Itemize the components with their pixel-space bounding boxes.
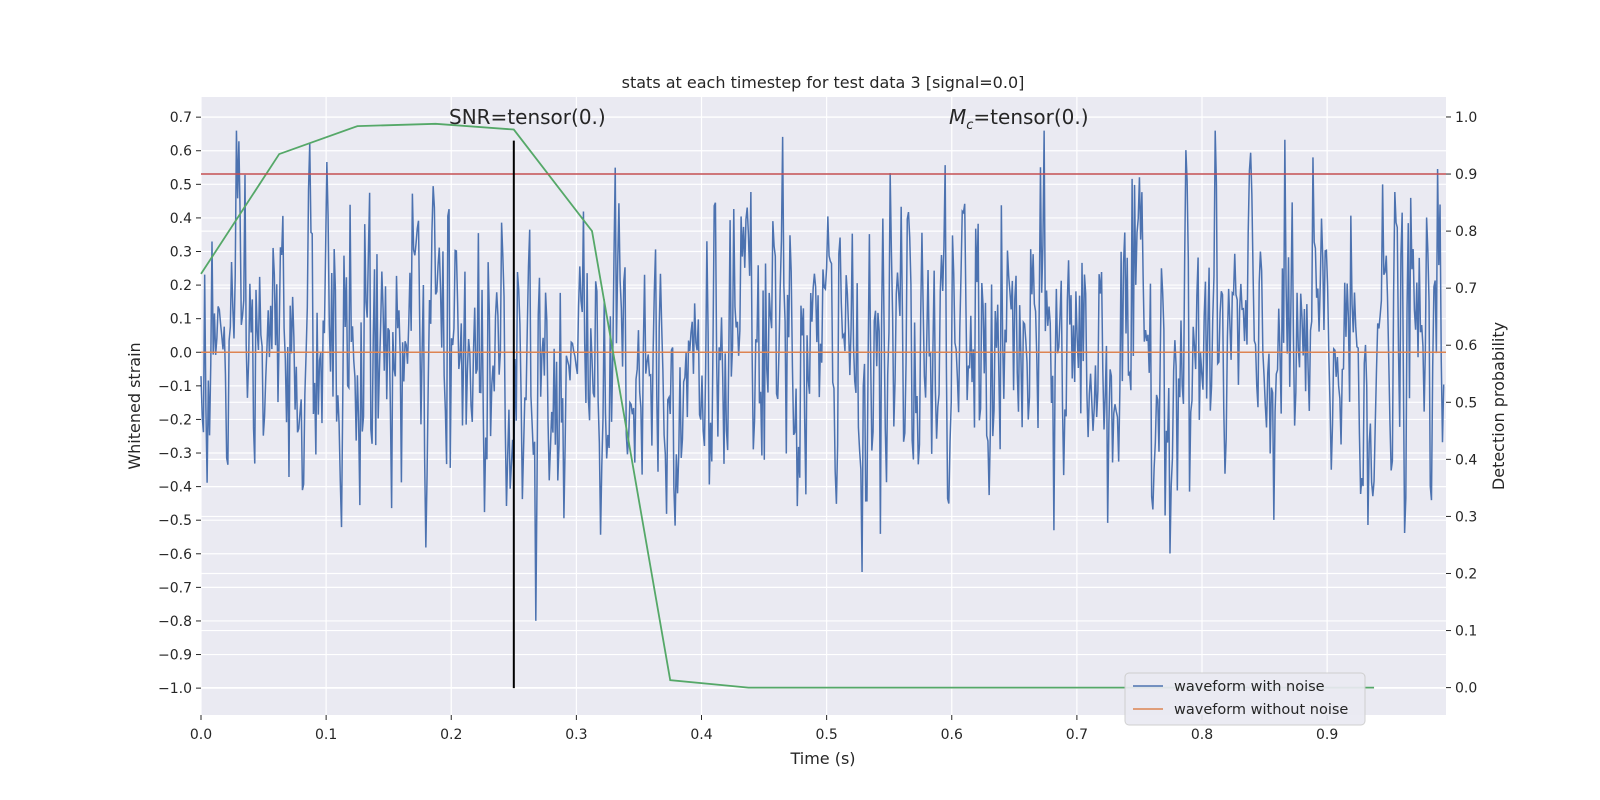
y-tick-label: 0.4 xyxy=(170,211,192,227)
x-tick-label: 0.0 xyxy=(190,727,212,743)
y2-tick-label: 0.9 xyxy=(1455,167,1477,183)
y-tick-label: −0.1 xyxy=(158,379,192,395)
x-tick-label: 0.2 xyxy=(440,727,462,743)
y-tick-label: −1.0 xyxy=(158,681,192,697)
y-tick-label: 0.0 xyxy=(170,345,192,361)
y-tick-label: −0.8 xyxy=(158,614,192,630)
y-tick-label: 0.3 xyxy=(170,245,192,261)
y-tick-label: 0.6 xyxy=(170,144,192,160)
chirp-mass-annotation: Mc=tensor(0.) xyxy=(949,105,1089,133)
y-tick-label: −0.7 xyxy=(158,580,192,596)
x-tick-label: 0.4 xyxy=(690,727,712,743)
y2-tick-label: 0.0 xyxy=(1455,681,1477,697)
y2-tick-label: 0.5 xyxy=(1455,395,1477,411)
y-tick-label: 0.5 xyxy=(170,177,192,193)
y-tick-label: −0.3 xyxy=(158,446,192,462)
y-tick-label: −0.5 xyxy=(158,513,192,529)
x-tick-label: 0.1 xyxy=(315,727,337,743)
x-tick-label: 0.6 xyxy=(941,727,963,743)
y2-tick-label: 0.1 xyxy=(1455,624,1477,640)
legend-label-noisy: waveform with noise xyxy=(1174,679,1325,695)
y2-tick-label: 0.6 xyxy=(1455,338,1477,354)
y2-tick-label: 0.7 xyxy=(1455,281,1477,297)
x-tick-label: 0.7 xyxy=(1066,727,1088,743)
legend: waveform with noise waveform without noi… xyxy=(1124,672,1366,726)
y2-tick-label: 1.0 xyxy=(1455,110,1477,126)
y-tick-label: 0.2 xyxy=(170,278,192,294)
y2-axis-label: Detection probability xyxy=(1489,322,1508,490)
y-axis-label: Whitened strain xyxy=(125,342,144,469)
y2-tick-label: 0.8 xyxy=(1455,224,1477,240)
y2-tick-label: 0.2 xyxy=(1455,566,1477,582)
x-tick-label: 0.8 xyxy=(1191,727,1213,743)
y-tick-label: −0.4 xyxy=(158,480,192,496)
y-tick-label: −0.6 xyxy=(158,547,192,563)
legend-box xyxy=(1124,672,1366,726)
x-tick-label: 0.9 xyxy=(1316,727,1338,743)
x-axis-label: Time (s) xyxy=(789,749,855,768)
chart-title: stats at each timestep for test data 3 [… xyxy=(622,73,1025,92)
x-tick-label: 0.5 xyxy=(815,727,837,743)
snr-annotation: SNR=tensor(0.) xyxy=(449,105,606,129)
ticks: 0.7 0.6 0.5 0.4 0.3 0.2 0.1 0.0 −0.1 −0.2 −0.3 −0.4… xyxy=(158,110,1477,743)
legend-label-clean: waveform without noise xyxy=(1174,702,1348,718)
y-tick-label: −0.2 xyxy=(158,412,192,428)
plot-background xyxy=(201,97,1446,715)
y2-tick-label: 0.4 xyxy=(1455,452,1477,468)
y-tick-label: 0.1 xyxy=(170,312,192,328)
y-tick-label: −0.9 xyxy=(158,648,192,664)
series-waveform-with-noise xyxy=(200,130,1445,621)
y-tick-label: 0.7 xyxy=(170,110,192,126)
y2-tick-label: 0.3 xyxy=(1455,509,1477,525)
x-tick-label: 0.3 xyxy=(565,727,587,743)
